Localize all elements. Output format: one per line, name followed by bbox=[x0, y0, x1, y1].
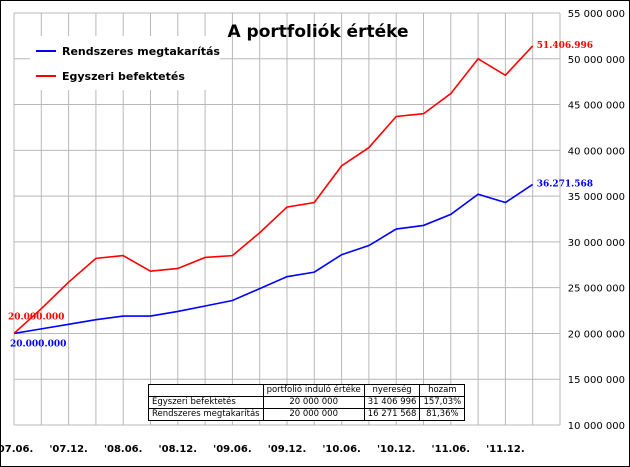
x-tick-label: '07.06. bbox=[0, 444, 33, 455]
table-cell: Egyszeri befektetés bbox=[148, 396, 264, 409]
table-cell: 157,03% bbox=[419, 396, 466, 409]
table-cell: 20 000 000 bbox=[262, 408, 365, 421]
table-cell: 81,36% bbox=[419, 408, 466, 421]
table-header-cell: portfolió induló értéke bbox=[262, 384, 365, 397]
y-axis-ticks: 10 000 000 15 000 000 20 000 000 25 000 000… bbox=[568, 9, 625, 432]
y-tick-label: 55 000 000 bbox=[568, 9, 625, 20]
x-tick-label: '09.12. bbox=[268, 444, 307, 455]
y-tick-label: 25 000 000 bbox=[568, 284, 625, 295]
series-line-red bbox=[13, 45, 534, 335]
x-tick-label: '07.12. bbox=[49, 444, 88, 455]
start-label-red: 20.000.000 bbox=[8, 312, 64, 322]
y-tick-label: 35 000 000 bbox=[568, 192, 625, 203]
table-header-cell: hozam bbox=[419, 384, 466, 397]
x-tick-label: '11.12. bbox=[486, 444, 525, 455]
y-tick-label: 10 000 000 bbox=[568, 421, 625, 432]
x-tick-label: '10.06. bbox=[322, 444, 361, 455]
series-lines bbox=[13, 45, 534, 335]
y-tick-label: 50 000 000 bbox=[568, 55, 625, 66]
table-cell: 20 000 000 bbox=[262, 396, 365, 409]
x-tick-label: '10.12. bbox=[377, 444, 416, 455]
x-tick-label: '09.06. bbox=[213, 444, 252, 455]
legend-label-blue: Rendszeres megtakarítás bbox=[62, 45, 220, 58]
end-label-blue: 36.271.568 bbox=[537, 179, 593, 189]
legend-label-red: Egyszeri befektetés bbox=[62, 70, 185, 83]
table-cell: 31 406 996 bbox=[363, 396, 421, 409]
y-tick-label: 45 000 000 bbox=[568, 101, 625, 112]
y-tick-label: 15 000 000 bbox=[568, 375, 625, 386]
chart-title: A portfoliók értéke bbox=[227, 22, 408, 42]
x-axis-ticks: '07.06. '07.12. '08.06. '08.12. '09.06. '09.1… bbox=[0, 444, 525, 455]
y-tick-label: 20 000 000 bbox=[568, 329, 625, 340]
table-header-cell bbox=[148, 384, 264, 397]
x-tick-label: '08.12. bbox=[159, 444, 198, 455]
table-cell: Rendszeres megtakarítás bbox=[148, 408, 264, 421]
data-labels: 20.000.000 20.000.000 51.406.996 36.271.568 bbox=[8, 41, 593, 350]
table-row: Rendszeres megtakarítás 20 000 000 16 27… bbox=[148, 408, 466, 421]
legend-box bbox=[30, 36, 220, 90]
y-tick-label: 40 000 000 bbox=[568, 146, 625, 157]
summary-table: portfolió induló értéke nyereség hozam E… bbox=[148, 384, 466, 421]
table-header-cell: nyereség bbox=[363, 384, 421, 397]
x-tick-label: '08.06. bbox=[104, 444, 143, 455]
series-line-blue bbox=[13, 183, 534, 335]
table-header-row: portfolió induló értéke nyereség hozam bbox=[148, 384, 466, 397]
end-label-red: 51.406.996 bbox=[537, 41, 593, 51]
table-row: Egyszeri befektetés 20 000 000 31 406 99… bbox=[148, 396, 466, 409]
y-tick-label: 30 000 000 bbox=[568, 238, 625, 249]
x-tick-label: '11.06. bbox=[432, 444, 471, 455]
table-cell: 16 271 568 bbox=[363, 408, 421, 421]
start-label-blue: 20.000.000 bbox=[10, 339, 66, 349]
